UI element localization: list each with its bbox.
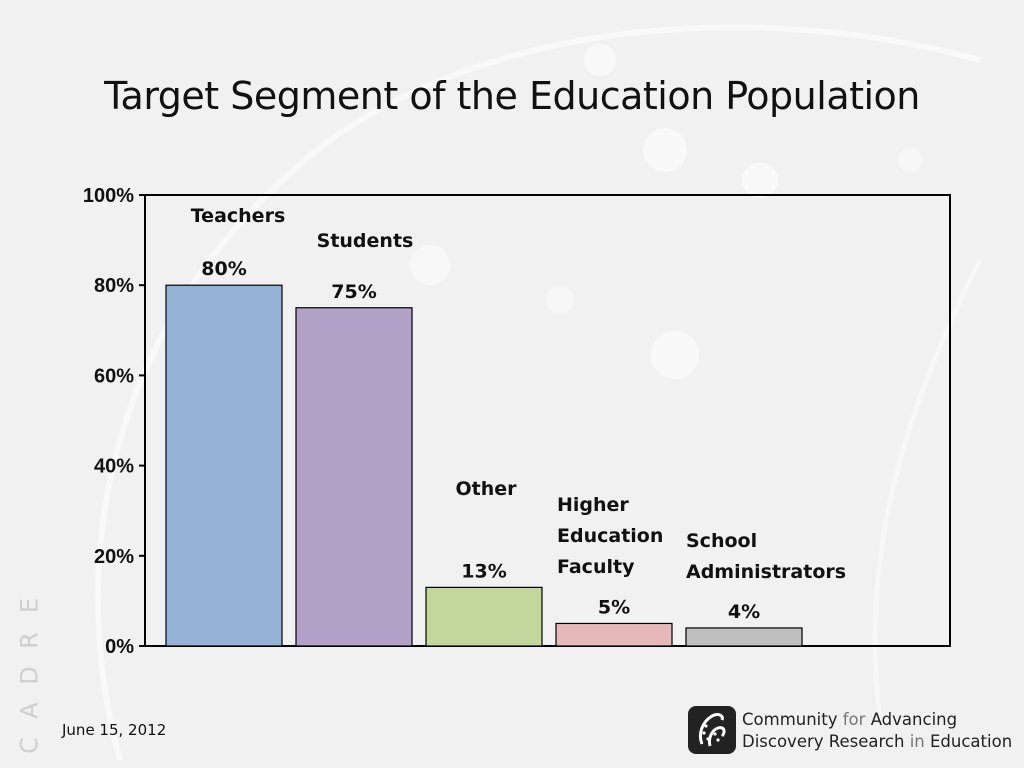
category-label: Other: [455, 478, 517, 500]
plot-frame: [144, 194, 951, 647]
data-label: 4%: [728, 601, 760, 623]
category-label: Teachers: [191, 205, 286, 227]
side-label-letter: D: [15, 666, 44, 685]
category-label: Higher: [557, 494, 629, 516]
page-title: Target Segment of the Education Populati…: [104, 74, 920, 118]
org-word: Discovery Research: [742, 732, 905, 751]
side-label-letter: R: [15, 632, 44, 649]
bar: [555, 622, 673, 647]
data-label: 80%: [201, 258, 246, 280]
org-word: Community: [742, 710, 838, 729]
y-tick-label: 0%: [105, 636, 134, 658]
y-tick-label: 40%: [94, 456, 134, 478]
bar: [295, 307, 413, 647]
data-label: 75%: [331, 281, 376, 303]
date-label: June 15, 2012: [62, 721, 167, 739]
data-label: 5%: [598, 596, 630, 618]
category-label: School: [686, 530, 757, 552]
bar: [165, 284, 283, 647]
category-label: Education: [557, 525, 663, 547]
organization-name: Community for Advancing Discovery Resear…: [742, 709, 1012, 753]
category-label: Faculty: [557, 556, 635, 578]
data-label: 13%: [461, 560, 506, 582]
org-word: Education: [930, 732, 1013, 751]
bar: [685, 627, 803, 647]
y-tick-label: 20%: [94, 546, 134, 568]
y-tick-label: 60%: [94, 365, 134, 387]
org-word: Advancing: [870, 710, 958, 729]
cadre-logo-icon: [688, 706, 736, 754]
category-label: Students: [317, 230, 414, 252]
org-word: in: [909, 732, 925, 751]
side-label-letter: C: [15, 737, 44, 754]
side-label-letter: E: [15, 597, 44, 614]
side-label-letter: A: [15, 702, 44, 719]
category-label: Administrators: [686, 561, 846, 583]
org-word: for: [842, 710, 866, 729]
y-tick-label: 100%: [83, 185, 134, 207]
bar: [425, 586, 543, 647]
y-tick-label: 80%: [94, 275, 134, 297]
